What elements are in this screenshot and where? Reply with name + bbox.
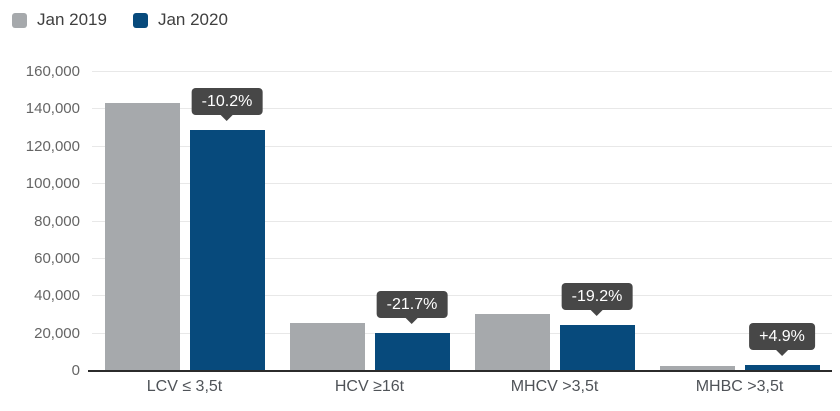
x-axis-label-lcv-3-5t: LCV ≤ 3,5t — [146, 378, 223, 395]
legend-item-jan-2020: Jan 2020 — [132, 10, 228, 30]
legend-label: Jan 2020 — [157, 10, 228, 29]
pct-change-value: -19.2% — [561, 282, 633, 310]
pct-change-tooltip-mhbc-3-5t: +4.9% — [749, 323, 815, 357]
pct-change-tooltip-lcv-3-5t: -10.2% — [191, 87, 263, 121]
legend: Jan 2019 Jan 2020 — [12, 10, 228, 30]
y-tick-label: 140,000 — [25, 100, 80, 118]
pct-change-value: +4.9% — [749, 323, 815, 351]
legend-swatch-jan-2019 — [12, 12, 27, 28]
tooltip-arrow — [775, 349, 789, 357]
bar-jan-2019-mhbc-3-5t — [659, 365, 735, 371]
x-axis-label-hcv-16t: HCV ≥16t — [334, 378, 405, 395]
bar-jan-2020-mhcv-3-5t — [559, 324, 635, 371]
bar-jan-2020-hcv-16t — [374, 333, 450, 371]
x-axis-label-mhbc-3-5t: MHBC >3,5t — [695, 378, 784, 395]
legend-swatch-jan-2020 — [132, 12, 148, 28]
y-axis: 160,000 140,000 120,000 100,000 80,000 60,000… — [0, 63, 80, 379]
y-tick-label: 160,000 — [25, 63, 80, 80]
gridline — [92, 71, 832, 72]
plot-area: -10.2% -21.7% -19.2% +4.9% — [88, 71, 832, 372]
bar-jan-2019-mhcv-3-5t — [474, 314, 550, 371]
bar-jan-2020-lcv-3-5t — [189, 129, 265, 371]
pct-change-value: -21.7% — [376, 291, 448, 319]
y-tick-label: 0 — [71, 362, 80, 379]
gridline — [92, 257, 832, 259]
x-axis-line — [88, 370, 832, 372]
legend-item-jan-2019: Jan 2019 — [12, 10, 107, 30]
gridline — [92, 295, 832, 297]
gridline — [92, 183, 832, 185]
bar-jan-2019-lcv-3-5t — [104, 102, 180, 371]
y-tick-label: 40,000 — [34, 287, 80, 305]
gridline — [92, 145, 832, 147]
y-tick-label: 80,000 — [34, 212, 80, 230]
tooltip-arrow — [589, 308, 604, 316]
bar-jan-2019-hcv-16t — [289, 322, 365, 371]
y-tick-label: 60,000 — [34, 249, 80, 267]
y-tick-label: 120,000 — [25, 137, 80, 155]
x-axis-label-mhcv-3-5t: MHCV >3,5t — [510, 378, 599, 395]
pct-change-tooltip-hcv-16t: -21.7% — [376, 291, 448, 325]
bar-jan-2020-mhbc-3-5t — [744, 365, 820, 371]
gridline — [92, 108, 832, 110]
gridline — [92, 220, 832, 222]
pct-change-value: -10.2% — [191, 87, 263, 115]
y-tick-label: 20,000 — [34, 324, 80, 342]
tooltip-arrow — [219, 113, 234, 121]
legend-label: Jan 2019 — [37, 10, 107, 29]
y-tick-label: 100,000 — [25, 175, 80, 193]
gridline — [92, 332, 832, 334]
x-axis: LCV ≤ 3,5t HCV ≥16t MHCV >3,5t MHBC >3,5t — [92, 378, 832, 400]
tooltip-arrow — [404, 317, 419, 325]
pct-change-tooltip-mhcv-3-5t: -19.2% — [561, 282, 633, 316]
